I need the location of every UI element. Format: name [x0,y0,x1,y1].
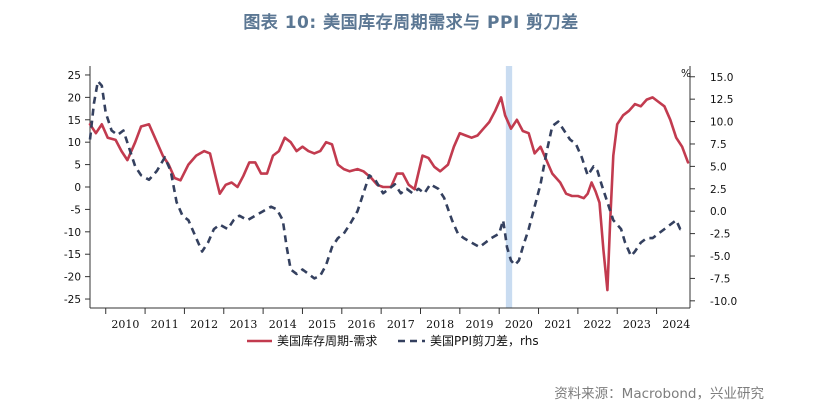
right-tick-label: -5.0 [710,251,731,263]
left-tick-label: -25 [64,294,81,306]
right-tick-label: -7.5 [710,273,731,285]
series-line-demand [88,96,690,292]
x-tick-label: 2024 [662,318,690,331]
x-tick-label: 2016 [347,318,375,331]
right-tick-label: 12.5 [710,94,733,106]
legend: 美国库存周期-需求 美国PPI剪刀差，rhs [247,333,539,348]
left-tick-label: 20 [68,92,81,104]
right-axis: 15.0 12.5 10.0 7.5 5.0 2.5 0.0 -2.5 -5.0 -7.5 -10.… [681,66,737,308]
x-tick-label: 2013 [229,318,257,331]
x-tick-label: 2023 [623,318,651,331]
chart-title: 图表 10: 美国库存周期需求与 PPI 剪刀差 [243,13,579,33]
left-tick-label: 5 [74,160,81,172]
series-lines [88,79,690,292]
right-axis-unit: % [681,68,691,80]
right-tick-label: 10.0 [710,117,733,129]
left-tick-label: -15 [64,249,81,261]
left-tick-label: -5 [71,204,81,216]
x-tick-label: 2019 [466,318,494,331]
x-tick-label: 2020 [505,318,533,331]
left-axis: 25 20 15 10 5 0 -5 -10 -15 -20 -25 [64,66,91,308]
highlight-band [505,66,513,308]
left-tick-label: 15 [68,115,81,127]
x-tick-label: 2012 [190,318,218,331]
right-tick-label: 15.0 [710,72,733,84]
left-tick-label: 25 [68,70,81,82]
legend-label-demand: 美国库存周期-需求 [277,333,377,348]
right-tick-label: 5.0 [710,161,727,173]
source-note: 资料来源：Macrobond，兴业研究 [554,386,764,402]
series-line-ppi [88,79,685,280]
x-tick-label: 2018 [426,318,454,331]
right-tick-label: 7.5 [710,139,727,151]
left-tick-label: -10 [64,227,81,239]
legend-label-ppi: 美国PPI剪刀差，rhs [430,333,539,348]
x-tick-label: 2017 [387,318,415,331]
right-tick-label: -2.5 [710,229,731,241]
x-tick-label: 2022 [584,318,612,331]
left-tick-label: 10 [68,137,81,149]
left-tick-label: -20 [64,272,81,284]
x-tick-label: 2015 [308,318,336,331]
x-axis: 2010 2011 2012 2013 2014 2015 2016 2017 2018 2019… [90,307,690,331]
x-tick-label: 2021 [544,318,572,331]
right-tick-label: -10.0 [710,296,737,308]
right-tick-label: 0.0 [710,206,727,218]
x-tick-label: 2011 [151,318,179,331]
right-tick-label: 2.5 [710,184,727,196]
x-tick-label: 2014 [269,318,297,331]
x-tick-label: 2010 [111,318,139,331]
left-tick-label: 0 [74,182,81,194]
